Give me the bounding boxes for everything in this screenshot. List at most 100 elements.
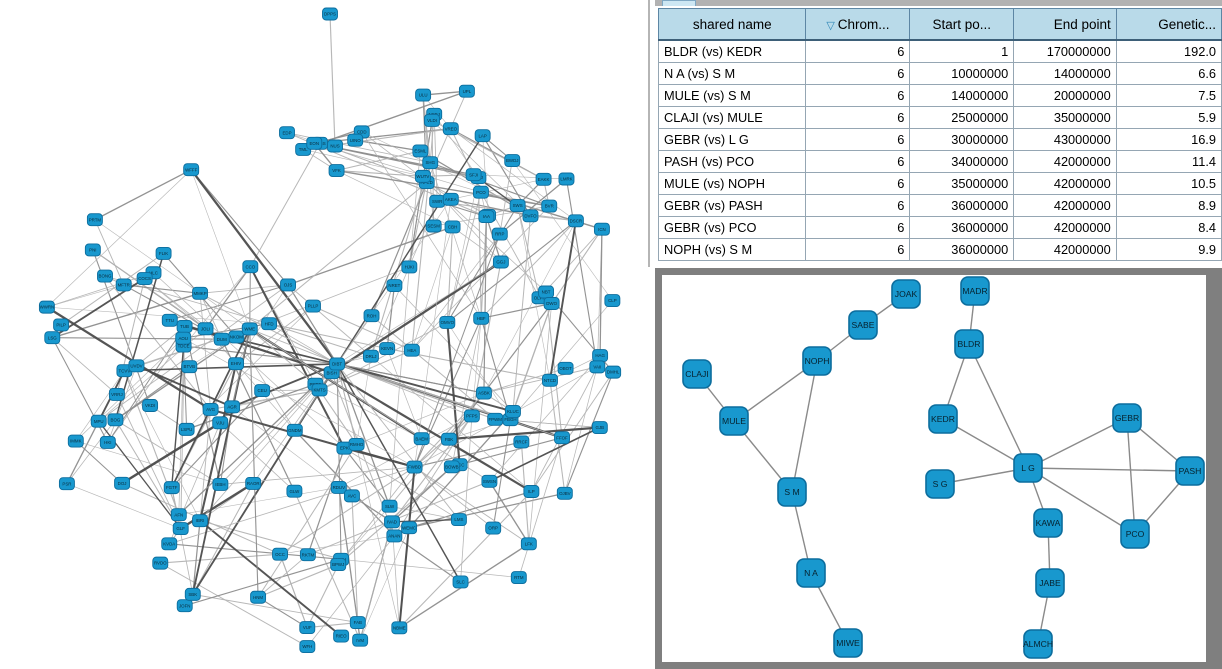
network-node[interactable]: HFD — [261, 317, 278, 331]
table-cell[interactable]: 6 — [805, 238, 911, 261]
table-cell[interactable]: 42000000 — [1013, 172, 1117, 195]
network-node[interactable]: GJB — [591, 421, 608, 434]
network-node[interactable]: AVC — [343, 489, 360, 503]
table-cell[interactable]: 11.4 — [1115, 150, 1222, 173]
network-node[interactable]: BAEM — [413, 432, 430, 446]
column-header-end-point[interactable]: End point — [1013, 8, 1117, 41]
table-cell[interactable]: N A (vs) S M — [657, 62, 807, 85]
network-node[interactable]: PLLP — [305, 299, 321, 313]
table-cell[interactable]: 5.9 — [1115, 106, 1222, 129]
network-node[interactable]: FLIK — [155, 246, 172, 260]
network-node[interactable]: BPWJ — [330, 558, 347, 572]
network-node[interactable]: EDP — [279, 126, 295, 140]
table-cell[interactable]: 6 — [805, 216, 911, 239]
network-node[interactable]: EON — [306, 136, 323, 150]
network-node[interactable]: SLW — [381, 499, 398, 513]
network-node[interactable]: IAA — [478, 210, 495, 224]
network-node-madr[interactable]: MADR — [960, 276, 990, 306]
network-node[interactable]: DMHL — [605, 365, 622, 379]
network-node[interactable]: DIBT — [329, 357, 346, 371]
network-node[interactable]: VUF — [299, 621, 316, 635]
table-cell[interactable]: 34000000 — [909, 150, 1015, 173]
network-node[interactable]: IBRI — [192, 514, 208, 528]
table-row[interactable]: NOPH (vs) S M 6 36000000 42000000 9.9 — [657, 238, 1222, 261]
network-node[interactable]: SWR — [429, 194, 446, 208]
network-node[interactable]: VREO — [442, 122, 459, 136]
network-node[interactable]: GLF — [172, 522, 189, 535]
table-cell[interactable]: 6 — [805, 150, 911, 173]
table-cell[interactable]: 43000000 — [1013, 128, 1117, 151]
network-node[interactable]: GGJ — [492, 255, 509, 269]
network-node-s-g[interactable]: S G — [925, 469, 955, 499]
network-node[interactable]: CBH — [444, 220, 461, 234]
network-node[interactable]: COCS — [136, 272, 153, 286]
network-node[interactable]: HAG — [592, 349, 609, 363]
network-node[interactable]: HEA — [403, 343, 420, 357]
network-node[interactable]: TTU — [161, 313, 178, 327]
table-cell[interactable]: GEBR (vs) PASH — [657, 194, 807, 217]
network-node[interactable]: AFN — [170, 508, 187, 522]
network-node[interactable]: IMMK — [67, 434, 84, 448]
table-cell[interactable]: 6 — [805, 194, 911, 217]
filtered-network-panel[interactable]: JOAK SABE NOPH CLAJI MULE S M N A MIWE MADR BLDR K… — [655, 268, 1222, 669]
network-node[interactable]: HBF — [473, 311, 490, 325]
network-node[interactable]: AOU — [175, 331, 192, 345]
network-node[interactable]: RKTM — [299, 548, 316, 562]
network-node[interactable]: LSPU — [178, 422, 195, 436]
network-node[interactable]: CEU — [254, 384, 271, 398]
network-node[interactable]: LAP — [474, 129, 491, 143]
table-row[interactable]: N A (vs) S M 6 10000000 14000000 6.6 — [657, 62, 1222, 85]
network-node[interactable]: HJKI — [401, 260, 418, 274]
network-node[interactable]: SWSN — [481, 474, 498, 488]
network-node[interactable]: LMS — [450, 513, 467, 527]
network-node[interactable]: GLW — [286, 484, 303, 498]
table-cell[interactable]: 1 — [909, 39, 1015, 63]
table-row[interactable]: PASH (vs) PCO 6 34000000 42000000 11.4 — [657, 150, 1222, 173]
network-node[interactable]: AGR — [224, 400, 241, 414]
network-node-pco[interactable]: PCO — [1120, 519, 1150, 549]
table-cell[interactable]: 10.5 — [1115, 172, 1222, 195]
network-node[interactable]: BWDJ — [504, 154, 521, 167]
network-node-gebr[interactable]: GEBR — [1112, 403, 1142, 433]
network-node[interactable]: ASBK — [475, 386, 492, 400]
network-node[interactable]: SBK — [184, 587, 201, 601]
network-node[interactable]: CLP — [604, 294, 621, 308]
network-node[interactable]: PFPS — [463, 409, 480, 423]
network-node-s-m[interactable]: S M — [777, 477, 807, 507]
table-cell[interactable]: 14000000 — [909, 84, 1015, 107]
column-header-chromosome[interactable]: ▽ Chrom... — [805, 8, 911, 41]
network-node[interactable]: DVFO — [522, 209, 539, 223]
network-node[interactable]: LFK — [520, 537, 537, 551]
network-node-almch[interactable]: ALMCH — [1023, 629, 1053, 659]
network-node[interactable]: WWRN — [38, 300, 55, 314]
table-cell[interactable]: 192.0 — [1115, 39, 1222, 63]
network-node[interactable]: PNI — [84, 243, 101, 257]
table-cell[interactable]: MULE (vs) NOPH — [657, 172, 807, 195]
full-network-canvas[interactable]: DPPSNUSVFKVJUPSROCCHBFHCCICNIVADJOLISWRD… — [0, 0, 652, 669]
table-cell[interactable]: 6.6 — [1115, 62, 1222, 85]
network-node[interactable]: DRLJ — [362, 349, 379, 363]
network-node[interactable]: PILP — [53, 318, 70, 332]
table-row[interactable]: CLAJI (vs) MULE 6 25000000 35000000 5.9 — [657, 106, 1222, 129]
network-node-bldr[interactable]: BLDR — [954, 329, 984, 359]
network-node[interactable]: MFTR — [115, 278, 132, 292]
network-node[interactable]: NTCD — [542, 373, 558, 387]
network-node-pash[interactable]: PASH — [1175, 456, 1205, 486]
table-row[interactable]: GEBR (vs) PCO 6 36000000 42000000 8.4 — [657, 216, 1222, 239]
table-cell[interactable]: 10000000 — [909, 62, 1015, 85]
network-node[interactable]: AVG — [202, 403, 219, 416]
network-node[interactable]: VKDI — [142, 399, 159, 412]
table-row[interactable]: MULE (vs) S M 6 14000000 20000000 7.5 — [657, 84, 1222, 107]
network-node[interactable]: OJBV — [556, 486, 573, 500]
network-node[interactable]: EHIV — [228, 357, 245, 371]
network-node[interactable]: RAOR — [245, 476, 262, 490]
table-cell[interactable]: 36000000 — [909, 194, 1015, 217]
table-cell[interactable]: MULE (vs) S M — [657, 84, 807, 107]
table-cell[interactable]: 6 — [805, 128, 911, 151]
network-edge[interactable] — [1027, 467, 1136, 535]
network-node-noph[interactable]: NOPH — [802, 346, 832, 376]
network-node[interactable]: ESML — [412, 144, 429, 158]
network-node-miwe[interactable]: MIWE — [833, 628, 863, 658]
network-node[interactable]: KMTS — [311, 383, 328, 397]
network-node[interactable]: EAKK — [535, 172, 552, 186]
